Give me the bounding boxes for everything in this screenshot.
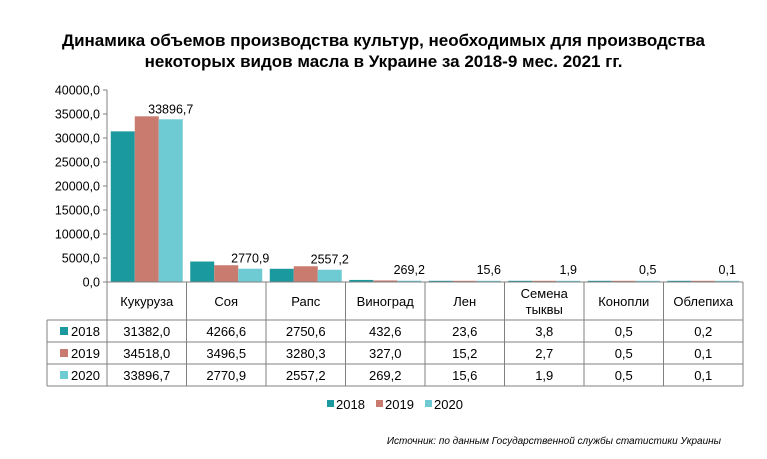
- bar-2020-6: [635, 280, 660, 282]
- data-label: 1,9: [560, 263, 577, 277]
- bar-2020-4: [476, 280, 501, 282]
- legend-key-2018: [327, 400, 334, 407]
- table-legend-key-2018: [60, 327, 68, 335]
- bar-2019-1: [214, 265, 239, 282]
- table-cell: 34518,0: [123, 346, 170, 361]
- y-tick-label: 30000,0: [55, 132, 100, 146]
- chart-title-line-1: Динамика объемов производства культур, н…: [61, 31, 706, 50]
- bar-2020-5: [556, 280, 581, 282]
- legend-key-2020: [425, 400, 432, 407]
- bar-2019-0: [134, 116, 159, 282]
- y-tick-label: 10000,0: [55, 228, 100, 242]
- bar-2020-0: [158, 119, 183, 282]
- legend-label: 2019: [385, 397, 414, 412]
- table-cell: 0,1: [694, 368, 712, 383]
- category-label: Семена: [521, 286, 569, 301]
- table-cell: 15,6: [452, 368, 477, 383]
- table-cell: 0,5: [615, 324, 633, 339]
- bar-2018-0: [110, 131, 135, 282]
- table-cell: 2770,9: [206, 368, 246, 383]
- table-cell: 0,1: [694, 346, 712, 361]
- data-label: 0,5: [639, 263, 656, 277]
- category-label: Виноград: [357, 294, 415, 309]
- table-cell: 0,5: [615, 368, 633, 383]
- table-cell: 3,8: [535, 324, 553, 339]
- y-tick-label: 25000,0: [55, 156, 100, 170]
- bar-2018-3: [349, 279, 374, 282]
- bar-2020-1: [238, 268, 263, 282]
- bar-2020-7: [715, 280, 740, 282]
- table-cell: 4266,6: [206, 324, 246, 339]
- table-cell: 33896,7: [123, 368, 170, 383]
- bar-2019-5: [532, 280, 557, 282]
- category-label: Облепиха: [673, 294, 733, 309]
- y-tick-label: 15000,0: [55, 204, 100, 218]
- table-cell: 2557,2: [286, 368, 326, 383]
- table-cell: 0,2: [694, 324, 712, 339]
- table-legend-key-2019: [60, 349, 68, 357]
- bar-2018-1: [190, 261, 215, 282]
- bar-2018-7: [667, 280, 692, 282]
- bar-2018-6: [587, 280, 612, 282]
- table-legend-key-2020: [60, 371, 68, 379]
- y-tick-label: 5000,0: [62, 252, 100, 266]
- data-label: 15,6: [477, 263, 501, 277]
- bar-2019-3: [373, 280, 398, 282]
- table-series-name: 2019: [71, 346, 100, 361]
- category-label: Рапс: [291, 294, 321, 309]
- data-label: 2557,2: [311, 253, 349, 267]
- y-tick-label: 20000,0: [55, 180, 100, 194]
- data-label: 0,1: [719, 263, 736, 277]
- table-cell: 269,2: [369, 368, 402, 383]
- bar-2018-5: [508, 280, 533, 282]
- y-tick-label: 35000,0: [55, 108, 100, 122]
- bar-2020-3: [397, 280, 422, 282]
- table-cell: 23,6: [452, 324, 477, 339]
- table-cell: 2750,6: [286, 324, 326, 339]
- table-cell: 2,7: [535, 346, 553, 361]
- legend-label: 2018: [336, 397, 365, 412]
- category-label: Лен: [453, 294, 476, 309]
- category-label: тыквы: [526, 302, 563, 317]
- table-cell: 31382,0: [123, 324, 170, 339]
- data-label: 2770,9: [231, 252, 269, 266]
- chart-title-line-2: некоторых видов масла в Украине за 2018-…: [144, 52, 623, 71]
- table-series-name: 2018: [71, 324, 100, 339]
- y-tick-label: 40000,0: [55, 84, 100, 98]
- y-tick-label: 0,0: [83, 276, 100, 290]
- bar-2018-4: [428, 280, 453, 282]
- bar-2019-7: [691, 280, 716, 282]
- category-label: Кукуруза: [120, 294, 174, 309]
- table-cell: 15,2: [452, 346, 477, 361]
- table-cell: 0,5: [615, 346, 633, 361]
- bar-2019-6: [611, 280, 636, 282]
- table-cell: 3496,5: [206, 346, 246, 361]
- bar-2018-2: [269, 268, 294, 282]
- bar-2019-4: [452, 280, 477, 282]
- table-cell: 1,9: [535, 368, 553, 383]
- table-cell: 432,6: [369, 324, 402, 339]
- legend-key-2019: [376, 400, 383, 407]
- table-cell: 3280,3: [286, 346, 326, 361]
- source-note: Источник: по данным Государственной служ…: [386, 436, 721, 447]
- category-label: Конопли: [598, 294, 649, 309]
- data-label: 33896,7: [148, 102, 193, 116]
- category-label: Соя: [214, 294, 238, 309]
- table-cell: 327,0: [369, 346, 402, 361]
- bar-2020-2: [317, 269, 342, 282]
- legend-label: 2020: [434, 397, 463, 412]
- table-series-name: 2020: [71, 368, 100, 383]
- data-label: 269,2: [394, 263, 425, 277]
- bar-2019-2: [293, 266, 318, 282]
